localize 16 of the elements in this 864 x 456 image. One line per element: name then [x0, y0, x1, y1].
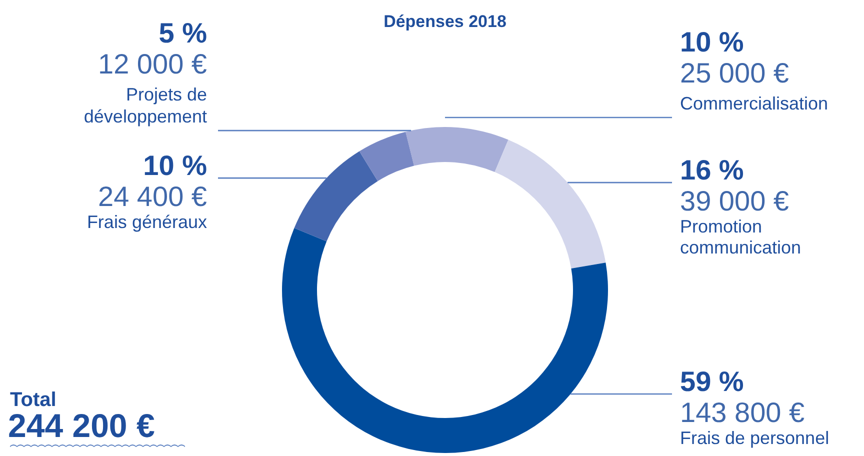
- donut-slice: [294, 151, 378, 242]
- slice-label: Promotion communication: [680, 216, 802, 258]
- slice-label: Frais généraux: [86, 212, 207, 232]
- data-label: 5 % 12 000 €: [98, 18, 208, 80]
- donut-slice: [359, 132, 414, 182]
- donut-slice: [406, 127, 508, 172]
- slice-label: Commercialisation: [680, 94, 828, 114]
- donut-slice: [494, 140, 606, 269]
- slice-label: Projets de développement: [84, 84, 207, 127]
- data-label: 59 % 143 800 €: [680, 366, 805, 428]
- donut-slice: [282, 228, 608, 453]
- chart-title: Dépenses 2018: [384, 12, 506, 31]
- data-label: 10 % 25 000 €: [680, 26, 790, 89]
- slice-label: Frais de personnel: [680, 428, 830, 448]
- data-label: 10 % 24 400 €: [98, 150, 208, 212]
- data-label: 16 % 39 000 €: [680, 154, 790, 217]
